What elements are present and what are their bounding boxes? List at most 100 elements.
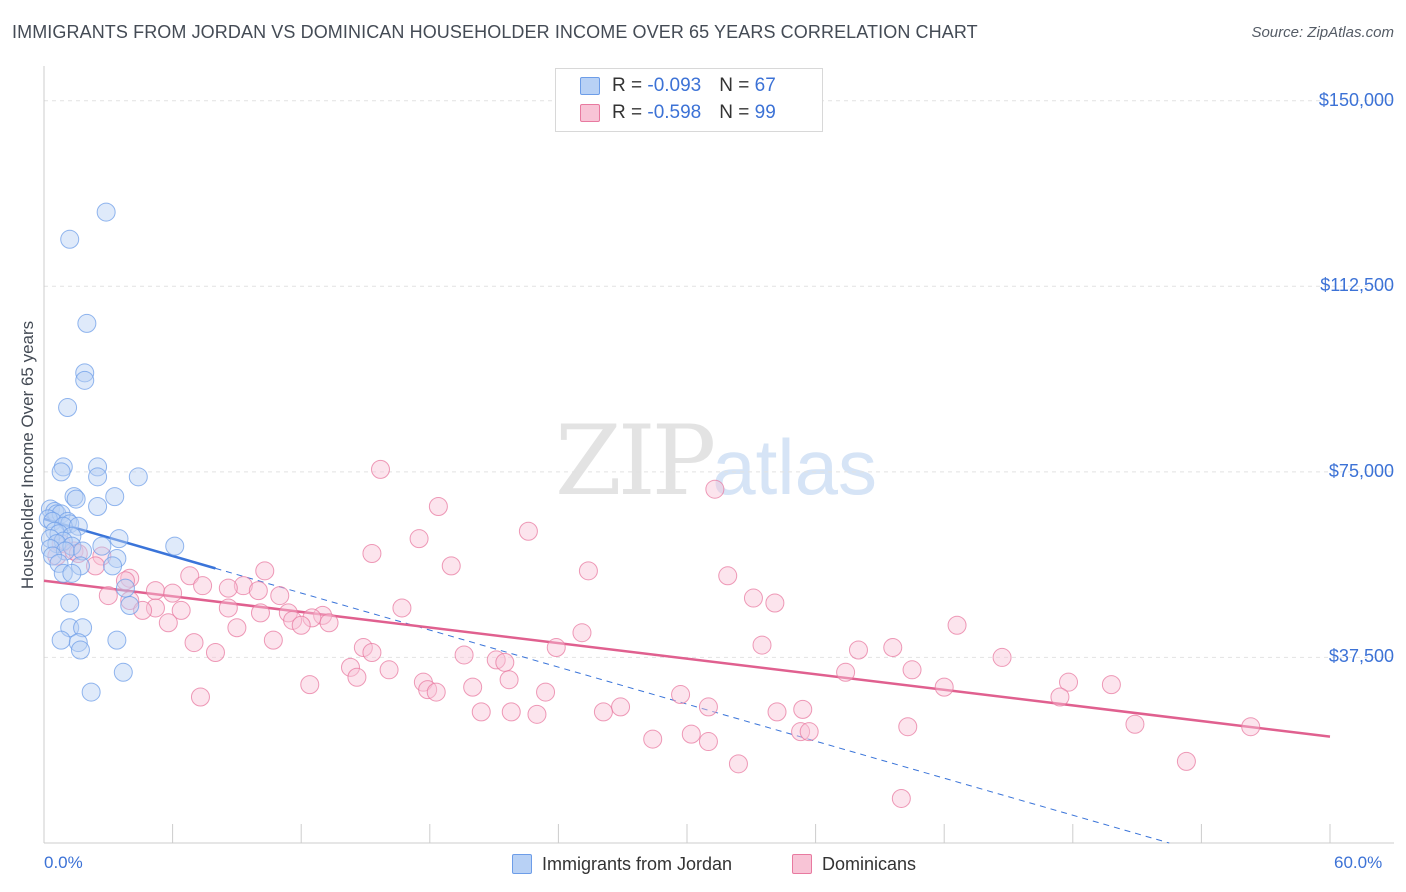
point-dominican — [1059, 672, 1079, 692]
bottom-legend-label-jordan: Immigrants from Jordan — [542, 853, 733, 874]
point-dominican — [347, 667, 367, 687]
trend-lines — [43, 517, 1331, 844]
point-dominican — [578, 561, 598, 581]
point-jordan — [51, 462, 71, 482]
point-dominican — [409, 529, 429, 549]
point-dominican — [848, 640, 868, 660]
point-jordan — [77, 313, 97, 333]
point-jordan — [62, 563, 82, 583]
point-dominican — [495, 652, 515, 672]
point-dominican — [340, 657, 360, 677]
legend-r-value-jordan: -0.093 — [647, 75, 702, 96]
point-jordan — [113, 662, 133, 682]
point-dominican — [190, 687, 210, 707]
data-points — [38, 202, 1261, 808]
point-jordan — [68, 633, 88, 653]
point-dominican — [463, 677, 483, 697]
legend-r-value-dominican: -0.598 — [647, 102, 702, 123]
point-dominican — [227, 618, 247, 638]
point-jordan — [64, 487, 84, 507]
point-dominican — [428, 497, 448, 517]
point-dominican — [184, 633, 204, 653]
point-dominican — [518, 521, 538, 541]
point-dominican — [115, 571, 135, 591]
legend-row-jordan: R = -0.093 N = 67 — [580, 74, 776, 98]
point-dominican — [499, 670, 519, 690]
axes — [43, 66, 1394, 844]
point-dominican — [527, 704, 547, 724]
point-dominican — [765, 593, 785, 613]
point-dominican — [158, 613, 178, 633]
point-dominican — [392, 598, 412, 618]
point-dominican — [163, 583, 183, 603]
point-dominican — [793, 699, 813, 719]
point-dominican — [441, 556, 461, 576]
legend-r-label: R = — [612, 102, 648, 123]
legend-n-value-dominican: 99 — [754, 102, 776, 123]
point-jordan — [60, 229, 80, 249]
watermark-atlas: atlas — [712, 423, 877, 511]
point-dominican — [898, 717, 918, 737]
point-jordan — [88, 457, 108, 477]
point-dominican — [263, 630, 283, 650]
point-jordan — [109, 529, 129, 549]
legend-n-value-jordan: 67 — [754, 75, 776, 96]
point-dominican — [1050, 687, 1070, 707]
x-tick-label-min: 0.0% — [44, 853, 83, 872]
point-dominican — [681, 724, 701, 744]
y-tick-label: $150,000 — [1318, 89, 1394, 110]
point-jordan — [68, 516, 88, 536]
point-jordan — [58, 398, 78, 418]
point-dominican — [120, 591, 140, 611]
point-jordan — [88, 497, 108, 517]
point-jordan — [55, 541, 75, 561]
point-jordan — [51, 630, 71, 650]
bottom-legend-jordan: Immigrants from Jordan — [512, 852, 732, 876]
point-dominican — [133, 600, 153, 620]
point-dominican — [934, 677, 954, 697]
bottom-legend-label-dominican: Dominicans — [822, 853, 917, 874]
legend-n-label: N = — [719, 75, 755, 96]
point-dominican — [891, 788, 911, 808]
point-dominican — [743, 588, 763, 608]
point-jordan — [66, 489, 86, 509]
point-dominican — [270, 586, 290, 606]
point-dominican — [698, 697, 718, 717]
point-jordan — [115, 578, 135, 598]
y-tick-label: $75,000 — [1328, 460, 1394, 481]
point-jordan — [165, 536, 185, 556]
point-dominican — [362, 544, 382, 564]
point-dominican — [145, 581, 165, 601]
watermark-zip: ZIP — [555, 405, 716, 517]
point-dominican — [572, 623, 592, 643]
point-jordan — [103, 556, 123, 576]
bottom-legend-swatch-jordan — [512, 854, 532, 874]
point-dominican — [300, 675, 320, 695]
point-jordan — [128, 467, 148, 487]
point-jordan — [120, 595, 140, 615]
point-jordan — [73, 541, 93, 561]
point-dominican — [947, 615, 967, 635]
point-jordan — [75, 363, 95, 383]
point-dominican — [883, 638, 903, 658]
point-dominican — [379, 660, 399, 680]
point-dominican — [536, 682, 556, 702]
y-tick-label: $37,500 — [1328, 646, 1394, 667]
source-label: Source: ZipAtlas.com — [1251, 24, 1394, 41]
y-tick-label: $112,500 — [1320, 275, 1394, 296]
legend-r-label: R = — [612, 75, 648, 96]
point-dominican — [92, 546, 112, 566]
point-dominican — [171, 600, 191, 620]
point-dominican — [180, 566, 200, 586]
point-dominican — [1125, 714, 1145, 734]
point-dominican — [992, 647, 1012, 667]
point-dominican — [255, 561, 275, 581]
point-jordan — [49, 553, 69, 573]
chart-title: IMMIGRANTS FROM JORDAN VS DOMINICAN HOUS… — [12, 22, 978, 42]
point-dominican — [1101, 675, 1121, 695]
point-dominican — [218, 598, 238, 618]
point-dominican — [250, 603, 270, 623]
point-dominican — [471, 702, 491, 722]
legend-swatch-jordan — [580, 77, 600, 95]
point-dominican — [1241, 717, 1261, 737]
